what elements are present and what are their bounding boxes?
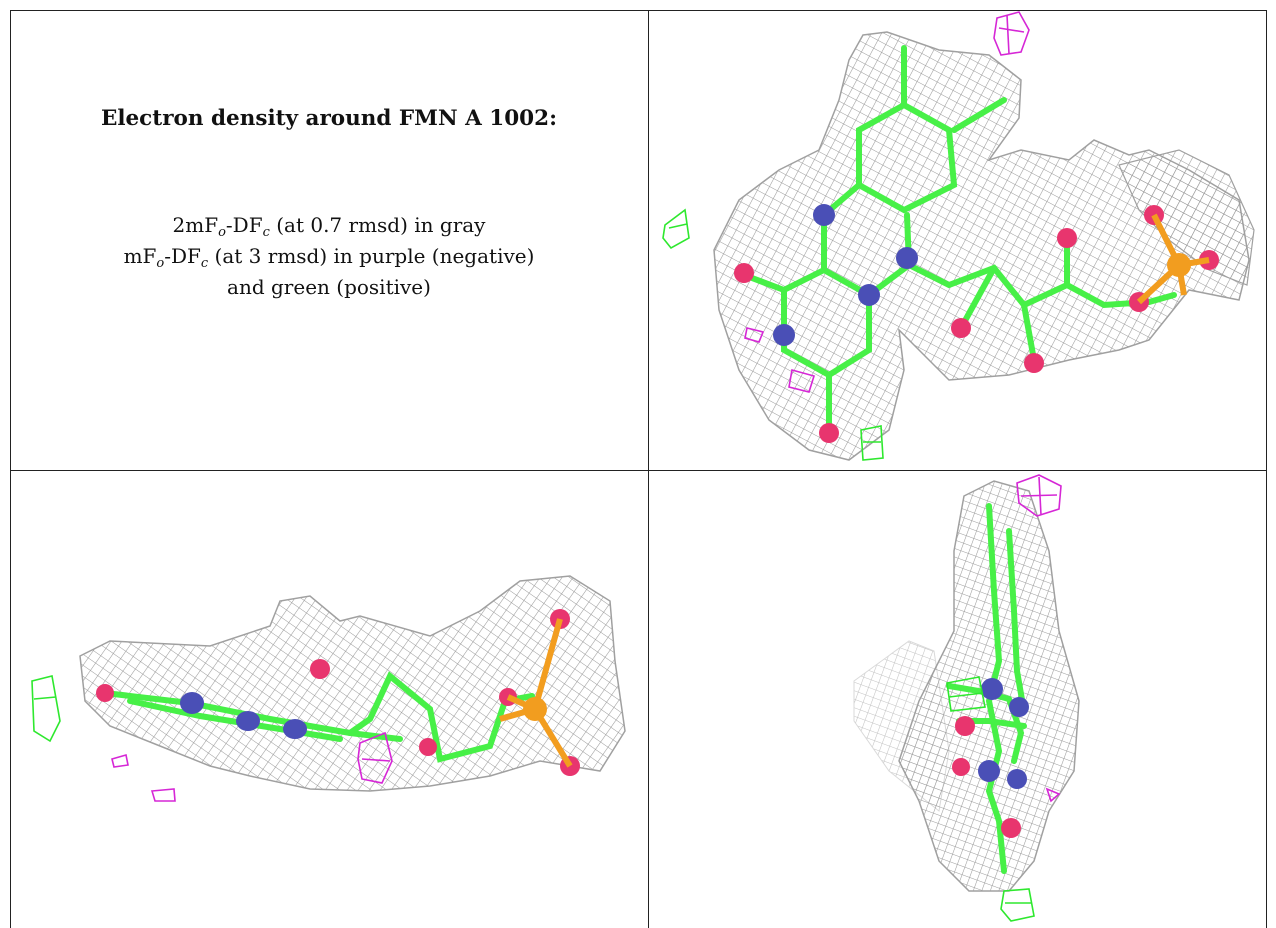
difference-density-positive bbox=[946, 676, 1035, 922]
legend-line-fo-dfc: mFo-DFc (at 3 rmsd) in purple (negative) bbox=[123, 244, 535, 271]
electron-density-mesh-gray bbox=[79, 575, 626, 792]
difference-density-positive bbox=[31, 675, 61, 743]
phosphorus-atom bbox=[523, 697, 547, 721]
density-view-front bbox=[649, 10, 1266, 470]
difference-density-positive bbox=[662, 208, 884, 461]
density-view-side bbox=[10, 471, 648, 928]
difference-density-negative bbox=[1016, 474, 1062, 803]
difference-density-negative bbox=[744, 11, 1030, 393]
density-view-end-on-image bbox=[853, 474, 1080, 922]
difference-density-negative bbox=[111, 731, 393, 802]
density-view-side-image bbox=[31, 575, 626, 802]
density-view-front-image bbox=[662, 11, 1255, 461]
legend-line-2fo-dfc: 2mFo-DFc (at 0.7 rmsd) in gray bbox=[172, 213, 486, 240]
density-view-end-on bbox=[649, 471, 1266, 928]
nitrogen-atoms bbox=[978, 678, 1029, 789]
caption-cell: Electron density around FMN A 1002: 2mFo… bbox=[10, 10, 648, 470]
density-legend: 2mFo-DFc (at 0.7 rmsd) in gray mFo-DFc (… bbox=[10, 210, 648, 303]
figure-heading: Electron density around FMN A 1002: bbox=[100, 106, 558, 131]
legend-line-colors: and green (positive) bbox=[227, 275, 431, 299]
electron-density-mesh-gray bbox=[713, 31, 1250, 461]
oxygen-atoms bbox=[952, 716, 1021, 838]
nitrogen-atoms bbox=[773, 204, 918, 346]
nitrogen-atoms bbox=[180, 692, 307, 739]
phosphorus-atom bbox=[1167, 253, 1191, 277]
